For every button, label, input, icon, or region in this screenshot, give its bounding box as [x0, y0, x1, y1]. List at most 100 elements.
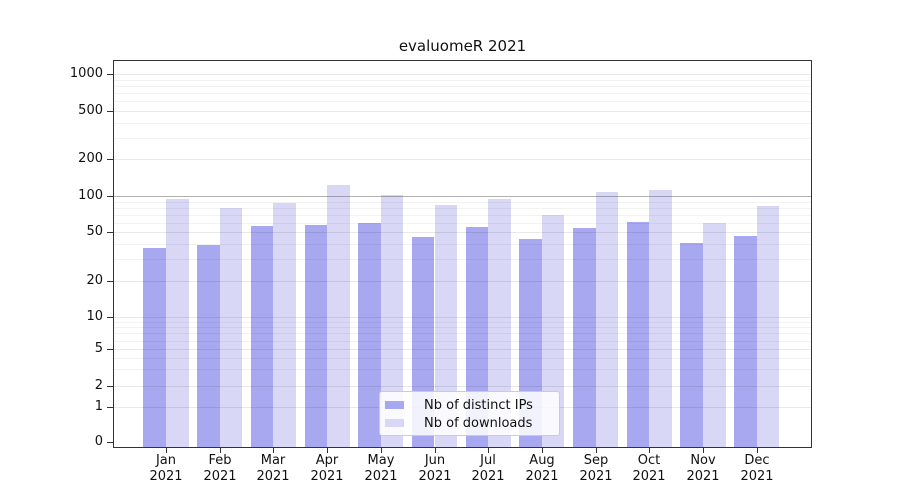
x-tick-mark [166, 448, 167, 453]
y-tick-mark [107, 407, 113, 408]
x-tick-mark [273, 448, 274, 453]
x-tick-mark [220, 448, 221, 453]
minor-gridline [113, 80, 812, 81]
x-tick-year: 2021 [471, 469, 505, 484]
x-tick-mark [596, 448, 597, 453]
x-tick-month: May [367, 453, 395, 468]
x-tick-year: 2021 [364, 469, 398, 484]
x-tick-mark [649, 448, 650, 453]
bar-distinct-ips-jan [143, 248, 166, 447]
x-tick-year: 2021 [256, 469, 290, 484]
x-tick-month: Apr [315, 453, 339, 468]
legend-swatch-distinct-ips [385, 401, 404, 409]
minor-gridline [113, 259, 812, 260]
y-tick-mark [107, 159, 113, 160]
bar-distinct-ips-oct [626, 221, 650, 447]
x-tick-year: 2021 [525, 469, 559, 484]
bar-distinct-ips-mar [250, 225, 274, 447]
minor-gridline [113, 244, 812, 245]
x-tick-label-aug: Aug 2021 [512, 453, 572, 485]
x-tick-year: 2021 [686, 469, 720, 484]
bar-distinct-ips-nov [680, 242, 703, 447]
x-tick-mark [435, 448, 436, 453]
legend-label: Nb of distinct IPs [424, 397, 533, 413]
x-tick-month: Jan [155, 453, 177, 468]
y-tick-mark [107, 74, 113, 75]
bar-distinct-ips-apr [304, 224, 328, 447]
major-gridline [113, 281, 812, 282]
x-tick-label-mar: Mar 2021 [243, 453, 303, 485]
legend-swatch-downloads [385, 419, 404, 427]
bar-downloads-sep [595, 191, 619, 447]
y-tick-label: 1000 [69, 66, 103, 81]
y-tick-label: 10 [86, 309, 103, 324]
x-tick-label-feb: Feb 2021 [190, 453, 250, 485]
minor-gridline [113, 202, 812, 203]
x-tick-month: Jul [480, 453, 496, 468]
x-tick-label-dec: Dec 2021 [727, 453, 787, 485]
minor-gridline [113, 341, 812, 342]
x-tick-year: 2021 [632, 469, 666, 484]
bar-downloads-aug [541, 214, 565, 447]
y-tick-mark [107, 281, 113, 282]
x-tick-year: 2021 [149, 469, 183, 484]
major-gridline-100 [113, 196, 812, 197]
bar-downloads-nov [703, 222, 726, 447]
bar-downloads-jun [434, 204, 458, 447]
y-tick-label: 50 [86, 224, 103, 239]
major-gridline [113, 349, 812, 350]
x-tick-mark [542, 448, 543, 453]
y-tick-mark [107, 349, 113, 350]
x-tick-label-sep: Sep 2021 [566, 453, 626, 485]
x-tick-month: Nov [690, 453, 716, 468]
minor-gridline [113, 215, 812, 216]
major-gridline [113, 111, 812, 112]
x-tick-month: Dec [744, 453, 770, 468]
bar-downloads-oct [649, 190, 672, 447]
legend-label: Nb of downloads [424, 415, 533, 431]
x-tick-mark [757, 448, 758, 453]
x-tick-label-apr: Apr 2021 [297, 453, 357, 485]
y-tick-label: 0 [94, 434, 103, 449]
major-gridline [113, 386, 812, 387]
x-tick-month: Aug [529, 453, 555, 468]
minor-gridline [113, 123, 812, 124]
bar-downloads-jan [166, 198, 189, 447]
legend-row-downloads: Nb of downloads [385, 414, 551, 432]
x-tick-year: 2021 [310, 469, 344, 484]
minor-gridline [113, 327, 812, 328]
bar-distinct-ips-feb [197, 245, 220, 447]
x-tick-label-oct: Oct 2021 [619, 453, 679, 485]
major-gridline [113, 232, 812, 233]
y-tick-label: 500 [78, 103, 103, 118]
x-tick-mark [327, 448, 328, 453]
y-tick-label: 5 [94, 341, 103, 356]
major-gridline [113, 74, 812, 75]
minor-gridline [113, 333, 812, 334]
x-tick-month: Mar [260, 453, 286, 468]
major-gridline [113, 317, 812, 318]
y-tick-mark [107, 111, 113, 112]
bar-downloads-apr [327, 185, 350, 447]
x-tick-label-nov: Nov 2021 [673, 453, 733, 485]
bar-distinct-ips-dec [734, 235, 757, 447]
minor-gridline [113, 101, 812, 102]
bar-downloads-jul [488, 199, 511, 447]
x-tick-mark [488, 448, 489, 453]
y-tick-mark [107, 232, 113, 233]
minor-gridline [113, 208, 812, 209]
minor-gridline [113, 223, 812, 224]
y-tick-label: 200 [78, 151, 103, 166]
chart-title: evaluomeR 2021 [398, 37, 527, 55]
x-tick-month: Jun [424, 453, 446, 468]
x-tick-year: 2021 [740, 469, 774, 484]
x-tick-mark [381, 448, 382, 453]
legend: Nb of distinct IPs Nb of downloads [379, 391, 560, 436]
x-tick-month: Oct [637, 453, 661, 468]
minor-gridline [113, 86, 812, 87]
y-tick-label: 100 [78, 188, 103, 203]
x-tick-label-jun: Jun 2021 [405, 453, 465, 485]
y-tick-mark [107, 442, 113, 443]
y-tick-mark [107, 196, 113, 197]
